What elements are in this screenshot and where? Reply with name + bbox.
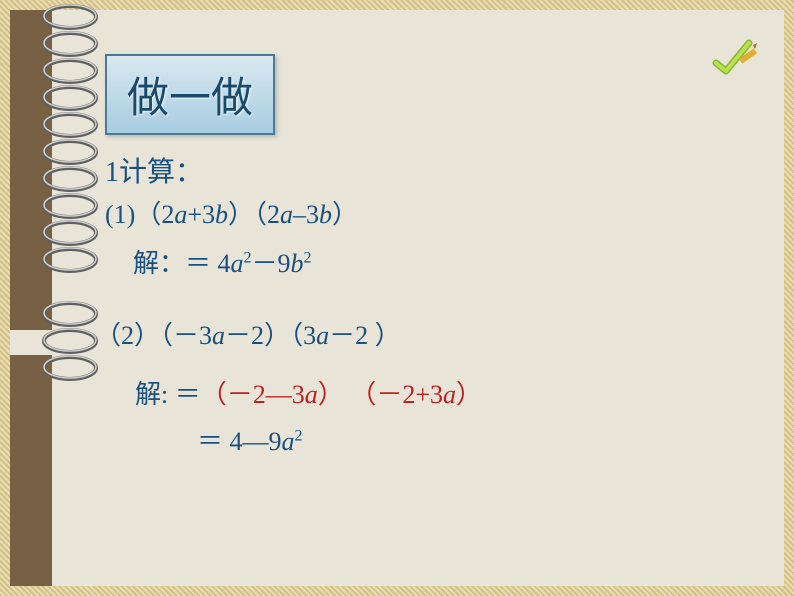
p2-t2: 3: [303, 321, 316, 350]
s2a-o2: （: [350, 380, 376, 409]
s1-v1: a: [231, 249, 244, 278]
s1-t1: 4: [218, 249, 231, 278]
problem-2-line: （2）（－3a－2）（3a－2 ）: [95, 315, 482, 352]
heading-num: 1: [105, 157, 119, 188]
s2a-c1: ）: [318, 380, 344, 409]
p1-v2a: a: [280, 200, 293, 229]
p2-neg1: －: [173, 321, 199, 350]
p1-c2: ）: [332, 200, 358, 229]
problem-1-line: (1)（2a+3b）（2a–3b）: [105, 194, 482, 231]
s2b-eq: ＝: [197, 427, 230, 456]
heading-line: 1计算：: [105, 150, 482, 190]
p2-m2: －2: [329, 321, 375, 350]
s2a-o1: （: [201, 380, 227, 409]
s2a-c2: ）: [456, 380, 482, 409]
p2-m1: －2: [225, 321, 264, 350]
p1-label: (1): [105, 200, 135, 229]
p2-t1: 3: [199, 321, 212, 350]
p2-c1: ）: [264, 321, 290, 350]
p1-c1: ）: [228, 200, 254, 229]
p1-o2: （: [254, 200, 267, 229]
s1-v2: b: [291, 249, 304, 278]
p1-plus: +3: [187, 200, 215, 229]
heading-text: 计算：: [119, 157, 203, 188]
spiral-ring-icon: [40, 243, 100, 277]
title-text: 做一做: [127, 64, 253, 125]
slide-background: 做一做 1计算： (1)（2a+3b）（2a–3b） 解：＝ 4a2－9b2 （…: [10, 10, 784, 586]
p2-o2: （: [290, 321, 303, 350]
p2-v1: a: [212, 321, 225, 350]
s2a-t2: 2+3: [402, 380, 443, 409]
s1-p2: 2: [304, 249, 312, 266]
p2-c2: ）: [375, 321, 401, 350]
s2b-t1: 4—9: [230, 427, 282, 456]
s2a-eq: ＝: [175, 380, 201, 409]
p2-o1: （: [160, 321, 173, 350]
p1-minus: –3: [293, 200, 319, 229]
p1-v1b: b: [215, 200, 228, 229]
s2a-t1: 2—3: [253, 380, 305, 409]
slide-border: 做一做 1计算： (1)（2a+3b）（2a–3b） 解：＝ 4a2－9b2 （…: [0, 0, 794, 596]
solution-1-line: 解：＝ 4a2－9b2: [133, 243, 482, 280]
p2-label: （2）: [95, 321, 160, 350]
left-binding-strip-bottom: [10, 355, 52, 586]
s2a-neg2: －: [376, 380, 402, 409]
solution-2a-line: 解: ＝（－2—3a） （－2+3a）: [135, 374, 482, 411]
s2a-v1: a: [305, 380, 318, 409]
title-box: 做一做: [105, 54, 275, 135]
p1-v2b: b: [319, 200, 332, 229]
p1-t2a: 2: [267, 200, 280, 229]
s1-p1: 2: [244, 249, 252, 266]
spiral-ring-icon: [40, 351, 100, 385]
p1-v1a: a: [174, 200, 187, 229]
s2b-p1: 2: [295, 427, 303, 444]
s1-eq: ＝: [185, 249, 218, 278]
pencil-checkmark-icon: [711, 35, 759, 75]
s1-label: 解：: [133, 249, 185, 278]
s2a-label: 解:: [135, 380, 175, 409]
s2a-neg1: －: [227, 380, 253, 409]
solution-2b-line: ＝ 4—9a2: [197, 421, 482, 458]
s1-minus: －9: [252, 249, 291, 278]
content-area: 1计算： (1)（2a+3b）（2a–3b） 解：＝ 4a2－9b2 （2）（－…: [105, 150, 482, 466]
p2-v2: a: [316, 321, 329, 350]
s2a-v2: a: [443, 380, 456, 409]
p1-o1: （: [135, 200, 161, 229]
p1-t1a: 2: [161, 200, 174, 229]
s2b-v1: a: [282, 427, 295, 456]
